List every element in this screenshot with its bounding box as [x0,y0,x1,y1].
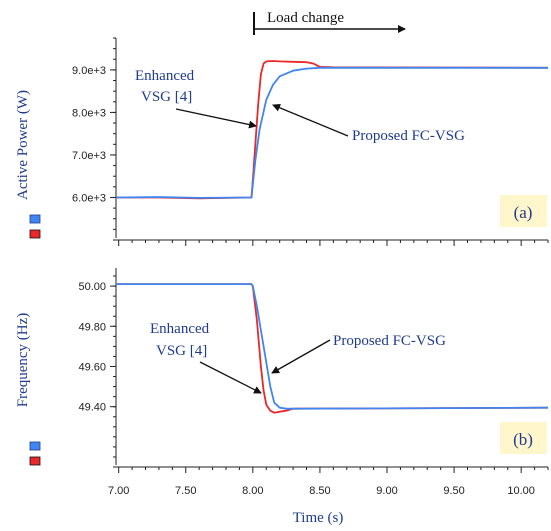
y-axis-label-frequency: Frequency (Hz) [15,313,31,408]
annotation-proposed-arrow [271,339,331,374]
swatch-enhanced [29,229,41,239]
x-axis-label: Time (s) [293,510,344,526]
x-tick-label: 9.50 [443,485,464,497]
y-tick-label: 7.0e+3 [72,150,106,162]
swatch-proposed [29,441,41,451]
legend-swatches [29,441,41,466]
y-tick-label: 49.40 [78,402,106,414]
panel-tag-bg [500,195,547,227]
annotation-proposed-label: Proposed FC-VSG [352,128,465,144]
y-tick-labels: 49.40 49.60 49.80 50.00 [78,281,116,414]
panel-tag-label: (a) [514,203,533,222]
annotation-enhanced: Enhanced VSG [4] [150,321,262,394]
y-tick-label: 50.00 [78,281,106,293]
panel-a-bg [129,35,545,240]
annotation-enhanced-line1: Enhanced [150,321,210,337]
swatch-proposed [29,214,41,224]
legend-swatches [29,214,41,239]
series-group [115,60,549,200]
panel-active-power: Active Power (W) 6.0e+3 7.0e+3 8.0e+3 9.0e+… [15,35,549,246]
x-tick-label: 7.50 [175,485,196,497]
annotation-enhanced-arrow [199,361,262,394]
panel-tag-bg [500,422,547,454]
x-tick-label: 9.00 [376,485,397,497]
annotation-enhanced-line1: Enhanced [135,68,195,84]
grid-ticks [113,275,549,473]
y-tick-labels: 6.0e+3 7.0e+3 8.0e+3 9.0e+3 [72,65,116,204]
x-tick-label: 7.00 [108,485,129,497]
annotation-enhanced: Enhanced VSG [4] [135,68,257,129]
x-tick-label: 10.00 [507,485,535,497]
x-tick-labels: 7.00 7.50 8.00 8.50 9.00 9.50 10.00 [108,485,535,497]
plot-area [129,35,545,240]
y-tick-label: 49.80 [78,321,106,333]
panel-tag-a: (a) [500,195,547,227]
panel-frequency: Frequency (Hz) 49.40 49.60 49.80 50.00 Enha… [15,268,549,473]
annotation-proposed-arrow [272,103,349,137]
annotation-proposed-label: Proposed FC-VSG [333,333,446,349]
series-line-proposed [115,66,548,199]
y-tick-label: 8.0e+3 [72,107,106,119]
annotation-enhanced-arrow [175,108,257,129]
x-tick-label: 8.50 [309,485,330,497]
y-tick-label: 49.60 [78,361,106,373]
swatch-enhanced [29,456,41,466]
annotation-enhanced-line2: VSG [4] [156,343,207,359]
y-tick-label: 9.0e+3 [72,65,106,77]
panel-tag-b: (b) [500,422,547,454]
y-axis-label-active-power: Active Power (W) [15,90,31,200]
annotation-enhanced-line2: VSG [4] [141,89,192,105]
x-tick-label: 8.00 [242,485,263,497]
annotation-proposed: Proposed FC-VSG [271,333,446,374]
annotation-proposed: Proposed FC-VSG [272,103,465,144]
y-tick-label: 6.0e+3 [72,192,106,204]
series-group [116,283,549,414]
load-change-label: Load change [267,10,344,26]
series-line-proposed [116,283,549,410]
panel-tag-label: (b) [513,430,533,449]
